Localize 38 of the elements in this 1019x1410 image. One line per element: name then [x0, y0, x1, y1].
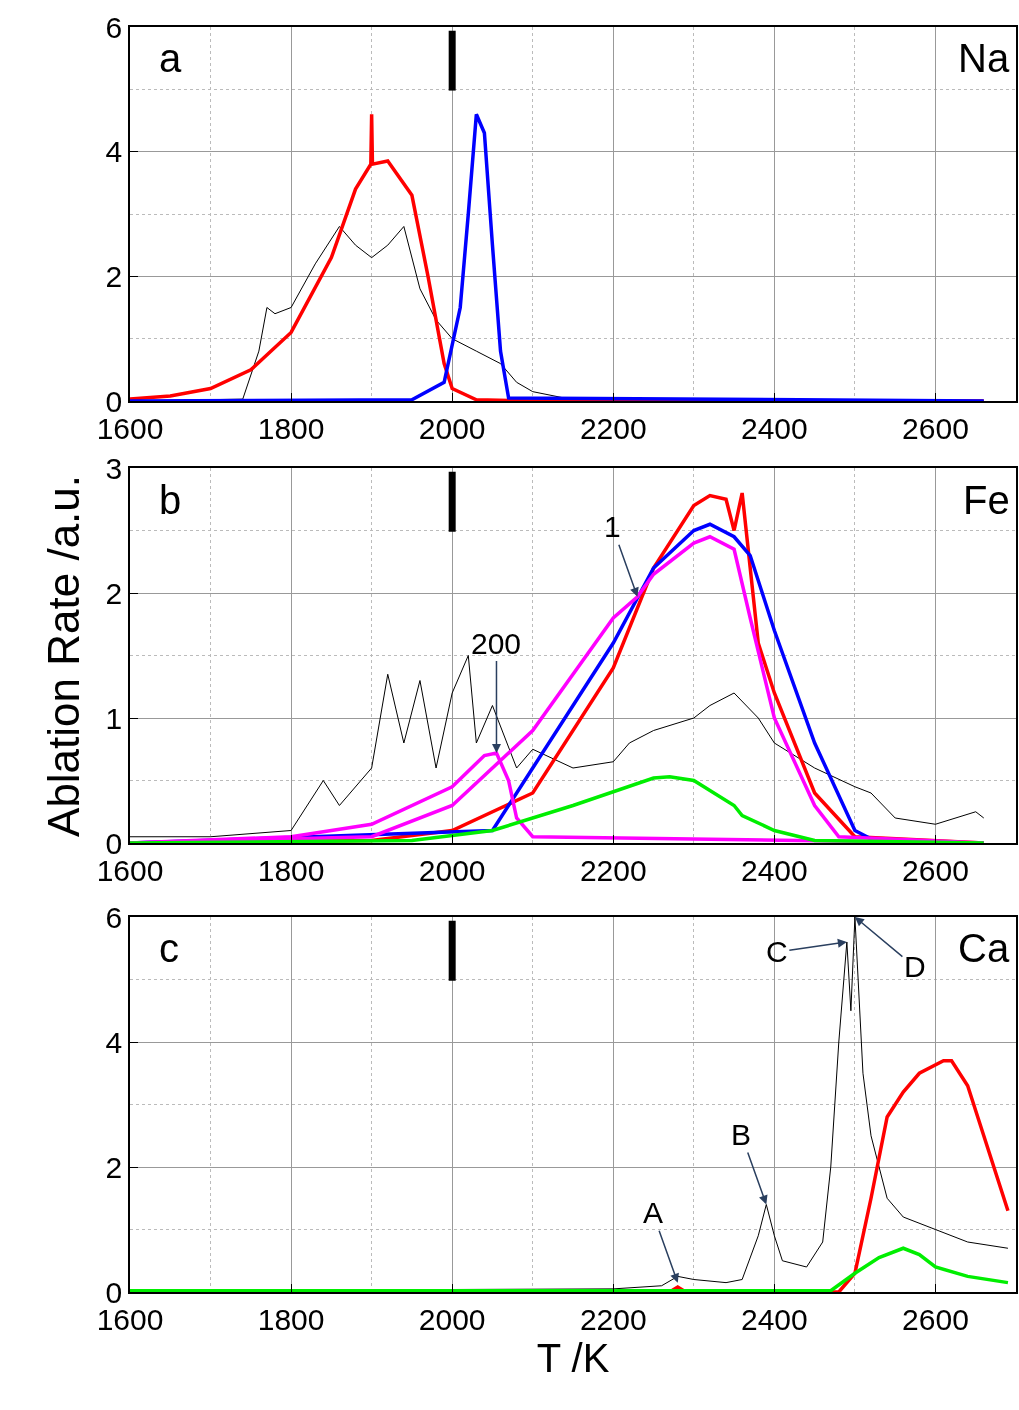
annotation: 1 [604, 510, 621, 543]
x-tick-label: 2400 [740, 1302, 808, 1336]
x-tick-label: 2600 [902, 1302, 969, 1336]
annotation: c [159, 926, 179, 970]
x-tick-label: 1800 [257, 411, 325, 445]
x-tick-label: 2200 [579, 1302, 647, 1336]
y-tick-label: 4 [105, 1025, 123, 1059]
annotation: b [159, 478, 182, 522]
x-tick-label: 2000 [418, 1302, 486, 1336]
x-axis-title: T /K [536, 1335, 610, 1380]
x-tick-label: 1800 [257, 853, 325, 887]
annotation: a [159, 36, 182, 80]
annotation: C [766, 935, 788, 968]
x-tick-label: 1800 [257, 1302, 325, 1336]
y-tick-label: 2 [105, 259, 123, 293]
y-tick-label: 6 [105, 10, 123, 44]
annotation: B [731, 1118, 752, 1151]
y-tick-label: 2 [105, 1150, 123, 1184]
x-tick-label: 2400 [740, 411, 808, 445]
y-tick-label: 1 [105, 701, 123, 735]
y-tick-label: 4 [105, 135, 123, 169]
annotation: Ca [958, 926, 1010, 970]
x-tick-label: 2400 [740, 853, 808, 887]
annotation: 200 [471, 627, 522, 660]
y-axis-title: Ablation Rate /a.u. [38, 474, 88, 837]
x-tick-label: 2600 [902, 853, 969, 887]
x-tick-label: 2000 [418, 411, 486, 445]
x-tick-label: 2000 [418, 853, 486, 887]
annotation: A [643, 1196, 664, 1229]
annotation: D [904, 950, 926, 983]
annotation: Na [958, 36, 1010, 80]
y-tick-label: 3 [105, 451, 123, 485]
y-tick-label: 2 [105, 576, 123, 610]
annotation: Fe [963, 478, 1010, 522]
y-tick-label: 6 [105, 900, 123, 934]
x-tick-label: 2600 [902, 411, 969, 445]
x-tick-label: 2200 [579, 411, 647, 445]
x-tick-label: 2200 [579, 853, 647, 887]
